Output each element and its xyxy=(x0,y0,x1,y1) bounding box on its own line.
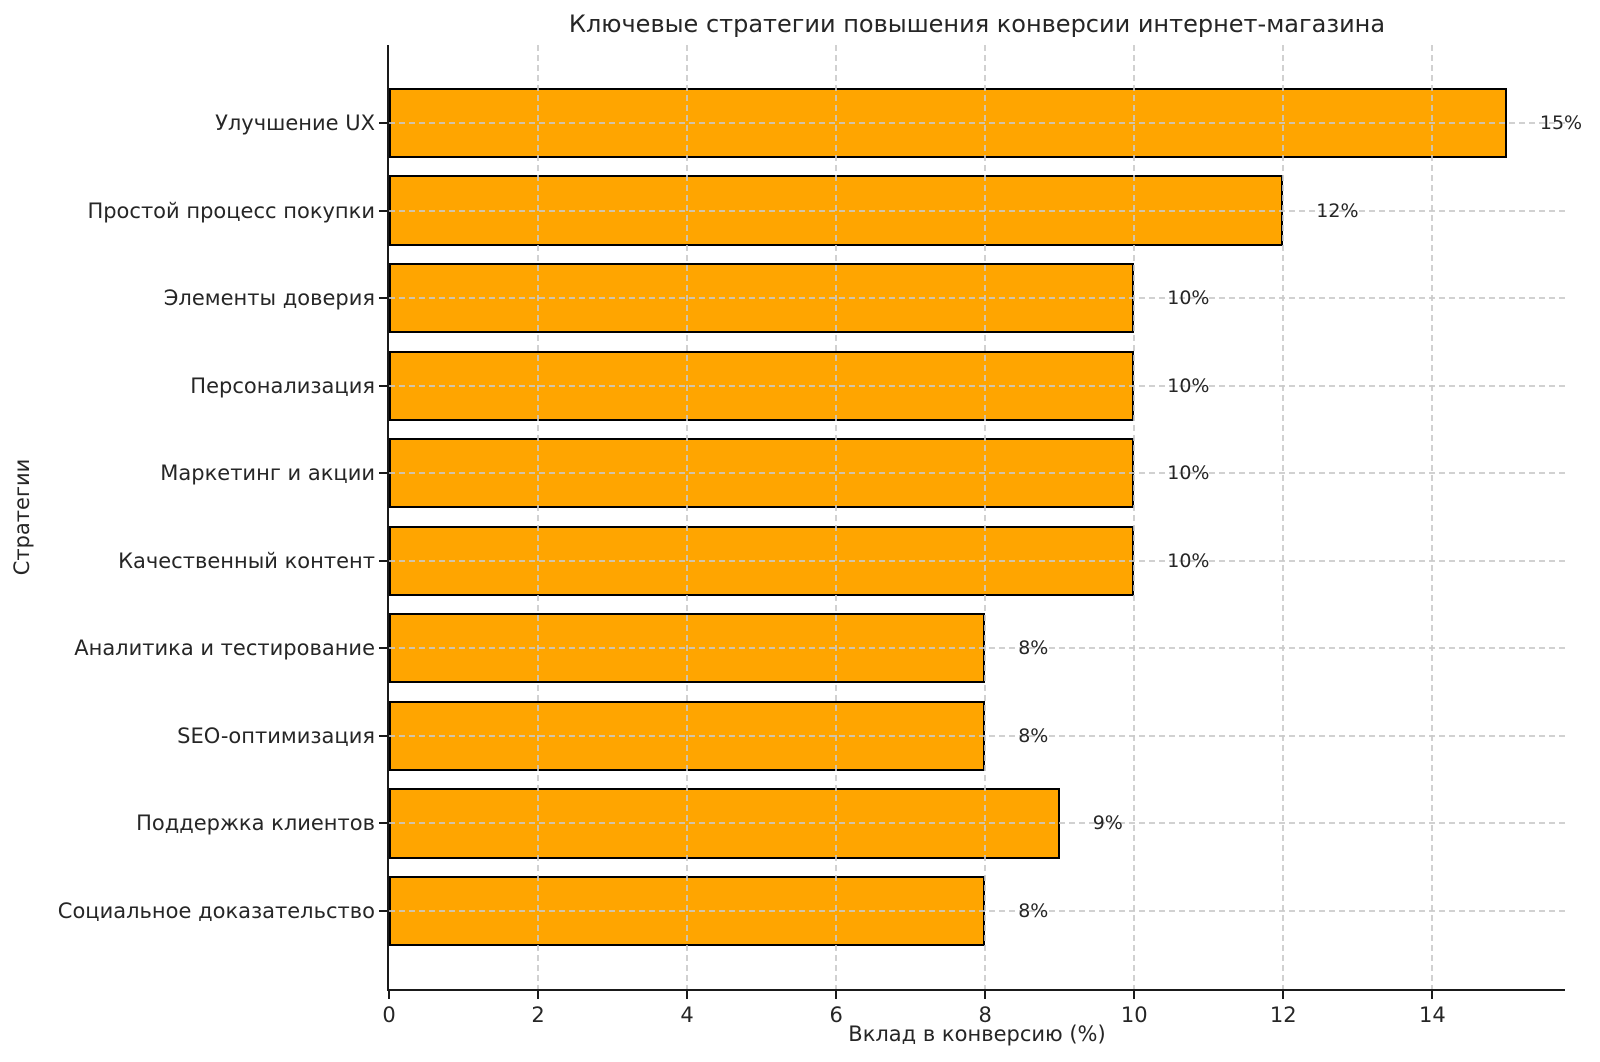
gridline-y-0 xyxy=(389,121,1565,124)
gridline-x-6 xyxy=(835,45,838,989)
x-tick-mark-2 xyxy=(537,991,540,999)
x-tick-label-10: 10 xyxy=(1120,1003,1148,1027)
category-label: Персонализация xyxy=(190,373,375,398)
x-tick-label-14: 14 xyxy=(1418,1003,1446,1027)
category-label: Маркетинг и акции xyxy=(160,461,375,486)
y-tick-mark-7 xyxy=(379,734,387,737)
y-tick-mark-3 xyxy=(379,384,387,387)
category-label: Аналитика и тестирование xyxy=(74,636,375,661)
gridline-y-2 xyxy=(389,297,1565,300)
y-axis-spine xyxy=(387,45,389,991)
x-tick-mark-10 xyxy=(1133,991,1136,999)
gridline-y-6 xyxy=(389,647,1565,650)
gridline-y-5 xyxy=(389,559,1565,562)
gridline-x-4 xyxy=(686,45,689,989)
x-axis-label: Вклад в конверсию (%) xyxy=(848,1022,1106,1046)
x-tick-label-12: 12 xyxy=(1269,1003,1297,1027)
value-label: 8% xyxy=(1018,637,1049,660)
value-label: 10% xyxy=(1167,374,1210,397)
gridline-x-14 xyxy=(1431,45,1434,989)
gridline-x-2 xyxy=(537,45,540,989)
y-tick-mark-8 xyxy=(379,822,387,825)
x-tick-mark-8 xyxy=(984,991,987,999)
value-label: 10% xyxy=(1167,287,1210,310)
category-label: Качественный контент xyxy=(118,548,375,573)
gridline-y-8 xyxy=(389,822,1565,825)
chart-title: Ключевые стратегии повышения конверсии и… xyxy=(568,10,1386,38)
value-label: 9% xyxy=(1092,812,1123,835)
category-label: Улучшение UX xyxy=(215,110,375,135)
gridline-y-3 xyxy=(389,384,1565,387)
x-tick-mark-14 xyxy=(1431,991,1434,999)
x-tick-label-6: 6 xyxy=(829,1003,843,1027)
category-label: Элементы доверия xyxy=(163,286,375,311)
x-tick-label-8: 8 xyxy=(978,1003,992,1027)
value-label: 8% xyxy=(1018,900,1049,923)
gridline-x-10 xyxy=(1133,45,1136,989)
category-label: Поддержка клиентов xyxy=(136,811,375,836)
y-tick-mark-2 xyxy=(379,297,387,300)
y-tick-mark-1 xyxy=(379,209,387,212)
y-tick-mark-0 xyxy=(379,121,387,124)
x-tick-label-2: 2 xyxy=(531,1003,545,1027)
value-label: 10% xyxy=(1167,462,1210,485)
x-tick-label-0: 0 xyxy=(382,1003,396,1027)
gridline-y-4 xyxy=(389,472,1565,475)
gridline-x-8 xyxy=(984,45,987,989)
value-label: 10% xyxy=(1167,549,1210,572)
value-label: 12% xyxy=(1316,199,1359,222)
value-label: 15% xyxy=(1539,111,1583,134)
x-tick-mark-0 xyxy=(388,991,390,999)
y-tick-mark-5 xyxy=(379,559,387,562)
x-axis-spine xyxy=(387,989,1565,991)
gridline-y-1 xyxy=(389,209,1565,212)
y-tick-mark-6 xyxy=(379,647,387,650)
gridline-y-9 xyxy=(389,910,1565,913)
gridline-x-12 xyxy=(1282,45,1285,989)
y-tick-mark-4 xyxy=(379,472,387,475)
x-tick-mark-4 xyxy=(686,991,689,999)
value-label: 8% xyxy=(1018,724,1049,747)
category-label: Простой процесс покупки xyxy=(87,198,375,223)
gridline-y-7 xyxy=(389,734,1565,737)
category-label: SEO-оптимизация xyxy=(177,723,375,748)
x-tick-mark-12 xyxy=(1282,991,1285,999)
y-tick-mark-9 xyxy=(379,910,387,913)
x-tick-mark-6 xyxy=(835,991,838,999)
x-tick-label-4: 4 xyxy=(680,1003,694,1027)
category-label: Социальное доказательство xyxy=(57,899,375,924)
